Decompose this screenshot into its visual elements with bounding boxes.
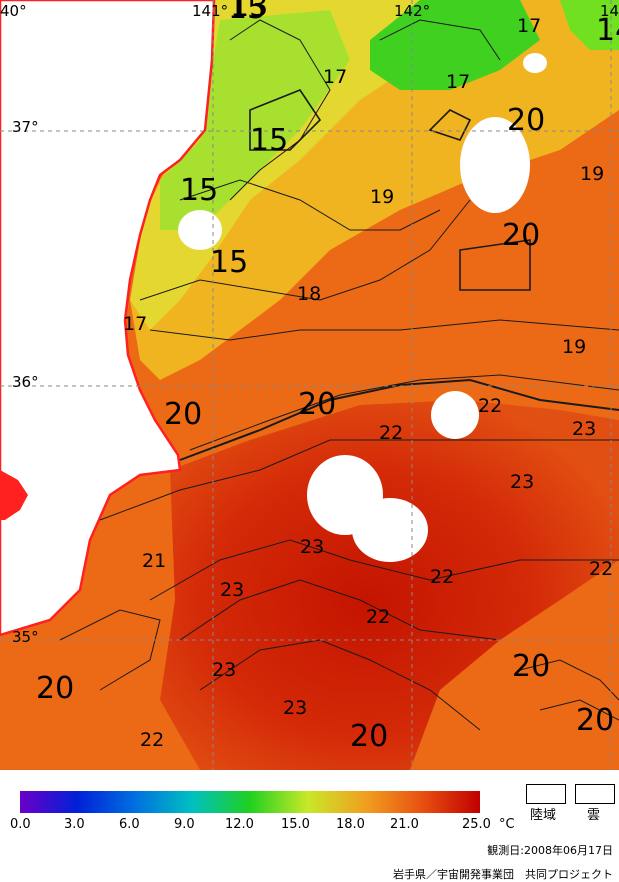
isotherm-label: 17: [123, 313, 147, 335]
isotherm-label: 23: [212, 659, 236, 681]
lon-label-142: 142°: [394, 2, 431, 20]
isotherm-label: 20: [350, 719, 388, 754]
isotherm-lines: [59, 19, 619, 731]
cold-water-green-ne2: [560, 0, 619, 50]
land-honshu: [0, 0, 216, 637]
isotherm-label: 20: [164, 397, 202, 432]
lon-label-143: 14: [600, 2, 619, 20]
isotherm-label: 22: [140, 729, 164, 751]
isotherm-label: 22: [478, 395, 502, 417]
legend-tick-15: 15.0: [281, 817, 310, 832]
cool-water-green: [160, 10, 350, 230]
isotherm-labels: 15 17 17 17 20 15 15 19 19 20 15 18 17 19 20 20 22 22 23 23…: [36, 0, 619, 754]
legend-tick-21: 21.0: [390, 817, 419, 832]
isotherm-label: 23: [510, 471, 534, 493]
isotherm-label: 21: [142, 550, 166, 572]
isotherm-label: 23: [572, 418, 596, 440]
lon-label-140: 40°: [0, 2, 27, 20]
isotherm-label: 20: [512, 649, 550, 684]
isotherm-label: 20: [502, 218, 540, 253]
lat-label-37: 37°: [12, 118, 39, 136]
observation-date: 観測日:2008年06月17日: [487, 844, 613, 857]
isotherm-label: 19: [580, 163, 604, 185]
isotherm-label: 18: [297, 283, 321, 305]
isotherm-label: 15: [180, 173, 218, 208]
isotherm-label: 20: [576, 703, 614, 738]
isotherm-label: 13: [230, 0, 268, 24]
lat-label-36: 36°: [12, 373, 39, 391]
isotherm-label: 19: [562, 336, 586, 358]
legend-tick-0: 0.0: [10, 817, 31, 832]
isotherm-label: 17: [323, 66, 347, 88]
land-boso-peninsula: [0, 470, 28, 520]
isotherm-label: 20: [36, 671, 74, 706]
legend-tick-9: 9.0: [174, 817, 195, 832]
kuroshio-warm-core: [160, 400, 619, 770]
legend-tick-3: 3.0: [64, 817, 85, 832]
cloud-key-label: 雲: [587, 808, 601, 823]
isotherm-label: 23: [283, 697, 307, 719]
cloud-areas: [178, 53, 547, 562]
isotherm-label: 15: [228, 0, 266, 26]
isotherm-label: 14: [596, 13, 619, 48]
lon-label-141: 141°: [192, 2, 229, 20]
isotherm-label: 17: [517, 15, 541, 37]
credit-line: 岩手県／宇宙開発事業団 共同プロジェクト: [393, 868, 613, 881]
legend-tick-25: 25.0: [462, 817, 491, 832]
isotherm-label: 22: [379, 422, 403, 444]
isotherm-label: 23: [220, 579, 244, 601]
isotherm-label: 15: [250, 123, 288, 158]
legend-unit: °C: [499, 817, 515, 832]
land-key-swatch: [526, 784, 566, 804]
isotherm-label: 20: [298, 387, 336, 422]
isotherm-label: 17: [446, 71, 470, 93]
isotherm-label: 23: [300, 536, 324, 558]
legend-tick-6: 6.0: [119, 817, 140, 832]
land-key-label: 陸域: [530, 808, 557, 823]
cloud-key-swatch: [575, 784, 615, 804]
legend-tick-12: 12.0: [225, 817, 254, 832]
isotherm-label: 20: [507, 103, 545, 138]
isotherm-label: 22: [589, 558, 613, 580]
temperature-color-bar: [20, 791, 480, 813]
isotherm-label: 19: [370, 186, 394, 208]
legend-tick-18: 18.0: [336, 817, 365, 832]
isotherm-label: 22: [366, 606, 390, 628]
sea-surface-temperature-map: 15 17 17 17 20 15 15 19 19 20 15 18 17 19 20 20 22 22 23 23…: [0, 0, 619, 770]
isotherm-label: 15: [210, 245, 248, 280]
lat-lon-grid: [0, 0, 619, 770]
lat-label-35: 35°: [12, 628, 39, 646]
isotherm-label: 22: [430, 566, 454, 588]
